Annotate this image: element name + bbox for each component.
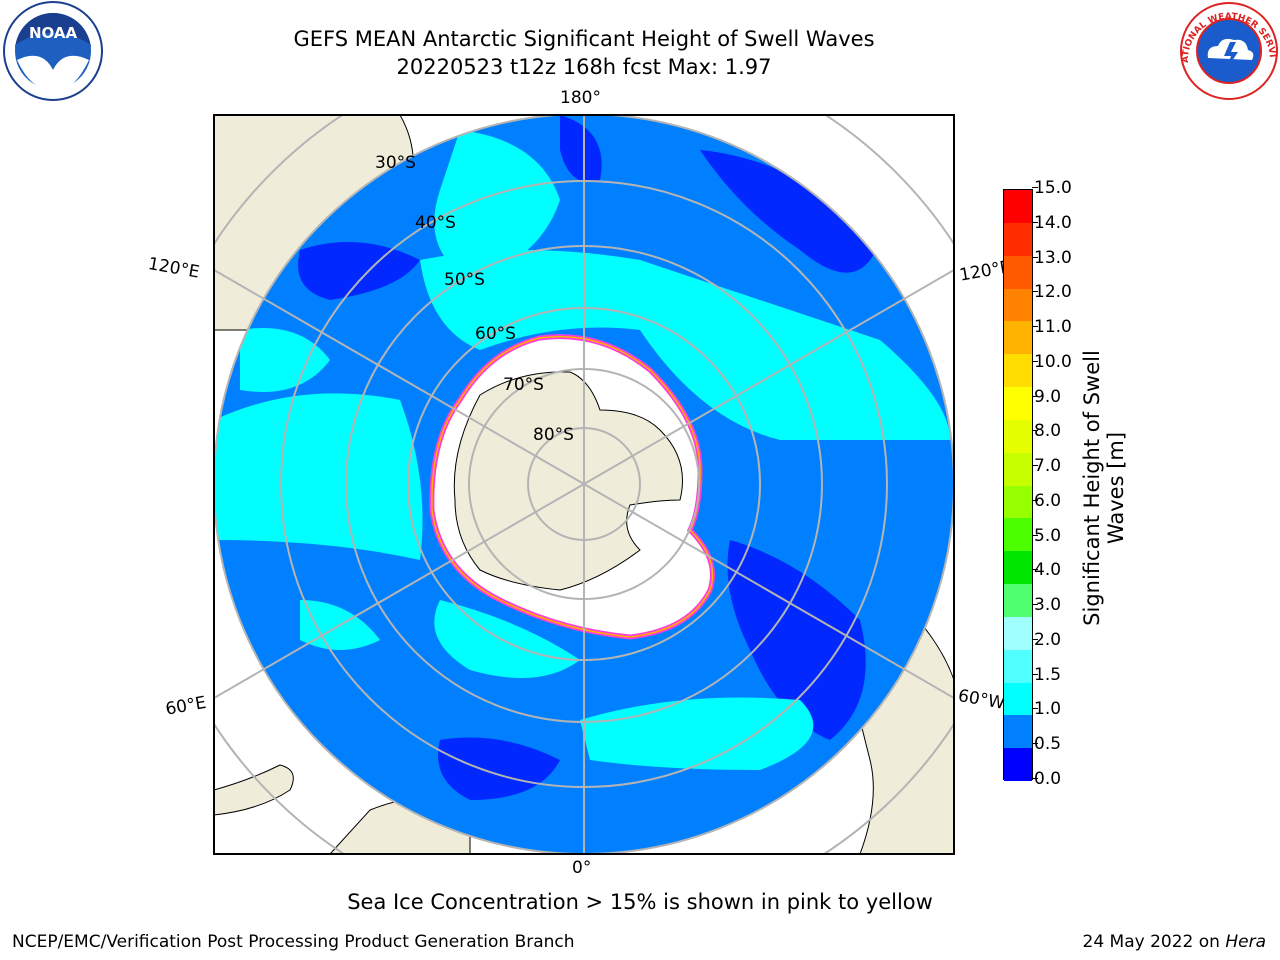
colorbar-segment	[1004, 190, 1032, 224]
colorbar-tick-label: 15.0	[1032, 178, 1072, 198]
chart-title: GEFS MEAN Antarctic Significant Height o…	[293, 27, 875, 51]
colorbar-tick-label: 13.0	[1032, 247, 1072, 268]
colorbar-segment	[1004, 387, 1032, 421]
map-frame	[213, 114, 955, 855]
colorbar-segment	[1004, 288, 1032, 322]
colorbar-tick-label: 14.0	[1032, 212, 1072, 233]
colorbar-segment	[1004, 649, 1032, 683]
lat-label-40s: 40°S	[415, 213, 456, 233]
chart-subtitle: 20220523 t12z 168h fcst Max: 1.97	[396, 55, 772, 79]
colorbar-tick-label: 0.0	[1031, 769, 1062, 789]
colorbar-tick-label: 8.0	[1031, 421, 1062, 442]
colorbar-tick-label: 9.0	[1031, 386, 1062, 407]
colorbar-tick-label: 6.0	[1031, 490, 1062, 511]
colorbar-segment	[1004, 518, 1032, 552]
lat-label-70s: 70°S	[503, 375, 544, 395]
colorbar-segment	[1004, 584, 1032, 618]
colorbar-segment	[1004, 419, 1032, 454]
graticule	[214, 115, 954, 854]
colorbar-tick-label: 1.5	[1031, 664, 1062, 685]
svg-text:NOAA: NOAA	[29, 24, 78, 42]
colorbar-segment	[1004, 748, 1032, 782]
colorbar-tick-label: 4.0	[1031, 560, 1062, 581]
antarctica-landmass	[453, 371, 683, 591]
footer-date-text: 24 May 2022 on	[1082, 932, 1226, 952]
footer-host: Hera	[1225, 932, 1266, 952]
colorbar-segment	[1004, 551, 1032, 585]
madagascar-landmass	[214, 764, 294, 816]
colorbar-tick-label: 3.0	[1031, 595, 1062, 616]
lon-label-180: 180°	[560, 88, 601, 108]
colorbar-tick-label: 2.0	[1031, 629, 1062, 650]
lat-label-80s: 80°S	[533, 425, 574, 445]
noaa-logo: NOAA	[3, 1, 103, 101]
colorbar-segment	[1004, 452, 1032, 486]
colorbar-tick-label: 5.0	[1031, 525, 1062, 546]
sea-ice-caption: Sea Ice Concentration > 15% is shown in …	[347, 890, 933, 914]
footer-date: 24 May 2022 on Hera	[1083, 932, 1267, 952]
lon-label-0: 0°	[572, 858, 592, 878]
colorbar-tick-label: 11.0	[1032, 317, 1072, 338]
national-weather-service-logo: NATIONAL WEATHER SERVICE	[1178, 0, 1278, 100]
lat-label-30s: 30°S	[375, 153, 416, 173]
colorbar-tick-label: 1.0	[1031, 699, 1062, 720]
colorbar-tick-label: 7.0	[1031, 456, 1062, 477]
colorbar-segment	[1004, 354, 1032, 388]
colorbar-segment	[1004, 616, 1032, 651]
colorbar-label: Significant Height of Swell Waves [m]	[1080, 350, 1128, 626]
lat-label-60s: 60°S	[475, 324, 516, 344]
colorbar-segment	[1004, 485, 1032, 519]
lat-label-50s: 50°S	[444, 270, 485, 290]
colorbar-tick-label: 12.0	[1032, 282, 1072, 303]
colorbar-tick-label: 0.5	[1031, 734, 1062, 755]
colorbar-segment	[1004, 321, 1032, 355]
colorbar-segment	[1004, 255, 1032, 289]
footer-branch: NCEP/EMC/Verification Post Processing Pr…	[12, 932, 575, 952]
colorbar-segment	[1004, 682, 1032, 716]
colorbar	[1003, 189, 1033, 782]
colorbar-segment	[1004, 222, 1032, 257]
colorbar-segment	[1004, 715, 1032, 749]
colorbar-tick-label: 10.0	[1032, 351, 1072, 372]
